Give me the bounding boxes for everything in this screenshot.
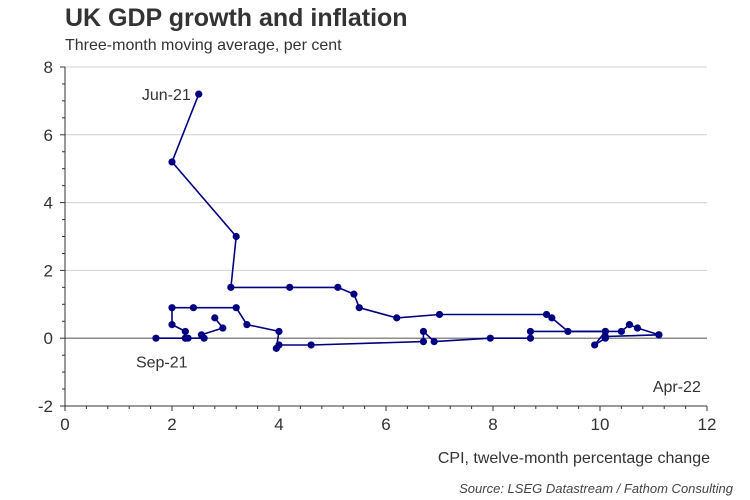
data-point: [591, 341, 599, 349]
annotation-label: Apr-22: [653, 379, 701, 396]
data-point: [219, 324, 227, 332]
data-point: [435, 310, 444, 319]
data-point: [181, 334, 189, 342]
data-point: [189, 304, 197, 312]
data-point: [152, 334, 160, 342]
data-point: [486, 334, 494, 342]
data-point: [633, 324, 642, 332]
y-tick-label: 6: [44, 126, 53, 145]
data-point: [625, 321, 634, 329]
data-point: [181, 327, 189, 336]
x-tick-label: 12: [698, 415, 717, 434]
x-tick-label: 2: [167, 415, 176, 434]
data-point: [197, 331, 206, 339]
data-point: [334, 283, 342, 291]
data-point: [168, 321, 176, 329]
data-point: [275, 327, 283, 336]
data-point: [617, 327, 626, 336]
data-point: [232, 304, 240, 312]
data-point: [243, 321, 251, 329]
annotation-label: Jun-21: [142, 87, 191, 104]
data-point: [601, 327, 609, 336]
data-point: [419, 327, 428, 336]
y-tick-label: 4: [44, 194, 53, 213]
source-note: Source: LSEG Datastream / Fathom Consult…: [459, 481, 733, 496]
x-tick-label: 0: [60, 415, 69, 434]
series-line: [152, 90, 663, 352]
x-tick-label: 10: [591, 415, 610, 434]
data-point: [272, 344, 280, 352]
data-point: [232, 232, 240, 241]
data-point: [355, 304, 363, 312]
data-point: [227, 283, 235, 291]
data-point: [601, 334, 609, 342]
data-point: [195, 90, 203, 98]
data-point: [307, 341, 315, 349]
data-point: [168, 304, 176, 312]
y-tick-label: 8: [44, 58, 53, 77]
x-axis-label: CPI, twelve-month percentage change: [437, 450, 710, 467]
annotations: Jun-21 Sep-21 Apr-22: [136, 87, 701, 396]
annotation-label: Sep-21: [136, 354, 188, 371]
data-point: [419, 337, 428, 346]
axes: -2 0 2 4 6 8 0 2 4 6 8 10 12: [38, 58, 717, 434]
chart-title: UK GDP growth and inflation: [65, 4, 408, 32]
gridlines: [65, 66, 707, 339]
data-point: [526, 334, 535, 342]
y-tick-label: -2: [38, 397, 53, 416]
x-tick-label: 6: [381, 415, 390, 434]
series-path: [171, 306, 659, 350]
x-tick-label: 4: [274, 415, 283, 434]
data-point: [350, 290, 358, 298]
data-point: [286, 283, 294, 291]
y-tick-label: 2: [44, 261, 53, 280]
y-tick-label: 0: [44, 329, 53, 348]
data-point: [168, 158, 176, 166]
data-point: [526, 327, 535, 336]
data-point: [655, 331, 663, 339]
data-point: [430, 337, 438, 346]
data-point: [393, 314, 401, 322]
data-point: [548, 314, 556, 322]
data-point: [211, 314, 219, 322]
chart-subtitle: Three-month moving average, per cent: [65, 37, 342, 54]
x-tick-label: 8: [488, 415, 497, 434]
data-point: [542, 310, 551, 319]
series-path: [171, 93, 660, 336]
